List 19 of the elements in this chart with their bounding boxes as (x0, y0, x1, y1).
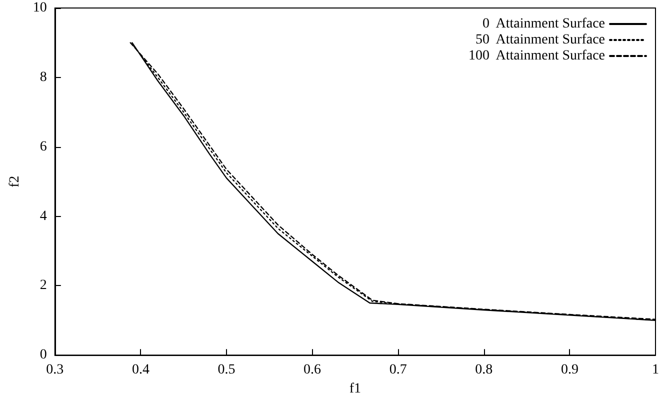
y-tick-label: 4 (40, 208, 47, 224)
x-tick-label: 0.8 (475, 362, 493, 378)
legend-label: 0 Attainment Surface (482, 16, 605, 32)
x-tick-label: 0.6 (304, 362, 322, 378)
x-tick-label: 0.9 (560, 362, 578, 378)
x-tick-label: 1 (652, 362, 659, 378)
y-axis-title: f2 (8, 176, 22, 188)
x-tick-label: 0.4 (132, 362, 150, 378)
legend-label: 50 Attainment Surface (476, 32, 605, 48)
x-tick-label: 0.3 (46, 362, 64, 378)
y-tick-label: 0 (40, 348, 47, 363)
y-tick-label: 2 (40, 278, 47, 294)
x-tick-label: 0.7 (389, 362, 407, 378)
x-axis-title: f1 (349, 382, 362, 396)
x-tick-label: 0.5 (218, 362, 236, 378)
y-tick-label: 10 (32, 0, 47, 16)
y-tick-label: 8 (40, 70, 47, 85)
legend-label: 100 Attainment Surface (468, 48, 605, 64)
y-tick-label: 6 (40, 139, 47, 154)
